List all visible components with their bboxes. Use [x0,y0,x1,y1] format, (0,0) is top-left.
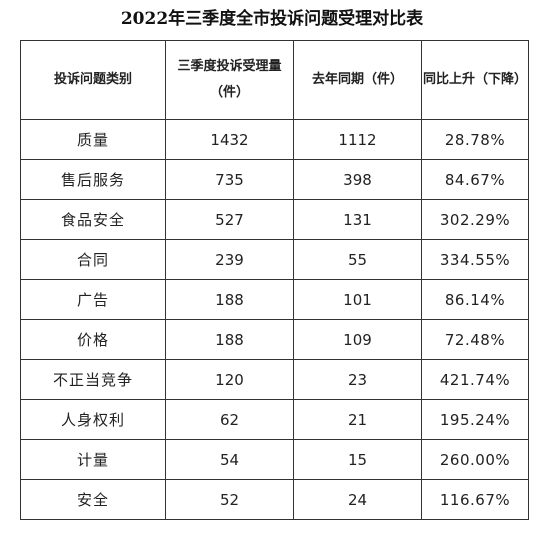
category-cell: 计量 [20,439,166,480]
table-row: 食品安全 527 131 302.29% [20,199,529,240]
yoy-change-cell: 72.48% [421,319,529,360]
q3-count-cell: 527 [165,199,294,240]
last-year-cell: 131 [293,199,422,240]
category-cell: 质量 [20,119,166,160]
q3-count-cell: 54 [165,439,294,480]
header-yoy-change: 同比上升（下降） [421,40,529,120]
table-row: 合同 239 55 334.55% [20,239,529,280]
table-row: 人身权利 62 21 195.24% [20,399,529,440]
last-year-cell: 1112 [293,119,422,160]
last-year-cell: 15 [293,439,422,480]
q3-count-cell: 1432 [165,119,294,160]
category-cell: 食品安全 [20,199,166,240]
yoy-change-cell: 84.67% [421,159,529,200]
yoy-change-cell: 195.24% [421,399,529,440]
q3-count-cell: 239 [165,239,294,280]
table-title: 2022年三季度全市投诉问题受理对比表 [120,9,424,29]
table-row: 价格 188 109 72.48% [20,319,529,360]
last-year-cell: 55 [293,239,422,280]
yoy-change-cell: 260.00% [421,439,529,480]
yoy-change-cell: 28.78% [421,119,529,160]
q3-count-cell: 188 [165,319,294,360]
yoy-change-cell: 116.67% [421,479,529,520]
category-cell: 广告 [20,279,166,320]
q3-count-cell: 735 [165,159,294,200]
q3-count-cell: 62 [165,399,294,440]
header-last-year: 去年同期（件） [293,40,422,120]
table-row: 质量 1432 1112 28.78% [20,119,529,160]
complaint-comparison-table: 投诉问题类别 三季度投诉受理量（件） 去年同期（件） 同比上升（下降） 质量 14… [20,40,529,520]
category-cell: 价格 [20,319,166,360]
q3-count-cell: 188 [165,279,294,320]
header-q3-count: 三季度投诉受理量（件） [165,40,294,120]
last-year-cell: 101 [293,279,422,320]
table-row: 售后服务 735 398 84.67% [20,159,529,200]
yoy-change-cell: 86.14% [421,279,529,320]
header-row: 投诉问题类别 三季度投诉受理量（件） 去年同期（件） 同比上升（下降） [20,40,529,120]
category-cell: 合同 [20,239,166,280]
last-year-cell: 109 [293,319,422,360]
category-cell: 人身权利 [20,399,166,440]
last-year-cell: 23 [293,359,422,400]
q3-count-cell: 120 [165,359,294,400]
category-cell: 安全 [20,479,166,520]
table-row: 计量 54 15 260.00% [20,439,529,480]
last-year-cell: 21 [293,399,422,440]
last-year-cell: 398 [293,159,422,200]
table-row: 不正当竞争 120 23 421.74% [20,359,529,400]
header-category: 投诉问题类别 [20,40,166,120]
yoy-change-cell: 302.29% [421,199,529,240]
table-body: 质量 1432 1112 28.78% 售后服务 735 398 84.67% 食品安全 527 1… [20,119,529,520]
q3-count-cell: 52 [165,479,294,520]
yoy-change-cell: 421.74% [421,359,529,400]
last-year-cell: 24 [293,479,422,520]
category-cell: 售后服务 [20,159,166,200]
category-cell: 不正当竞争 [20,359,166,400]
table-row: 安全 52 24 116.67% [20,479,529,520]
yoy-change-cell: 334.55% [421,239,529,280]
table-row: 广告 188 101 86.14% [20,279,529,320]
